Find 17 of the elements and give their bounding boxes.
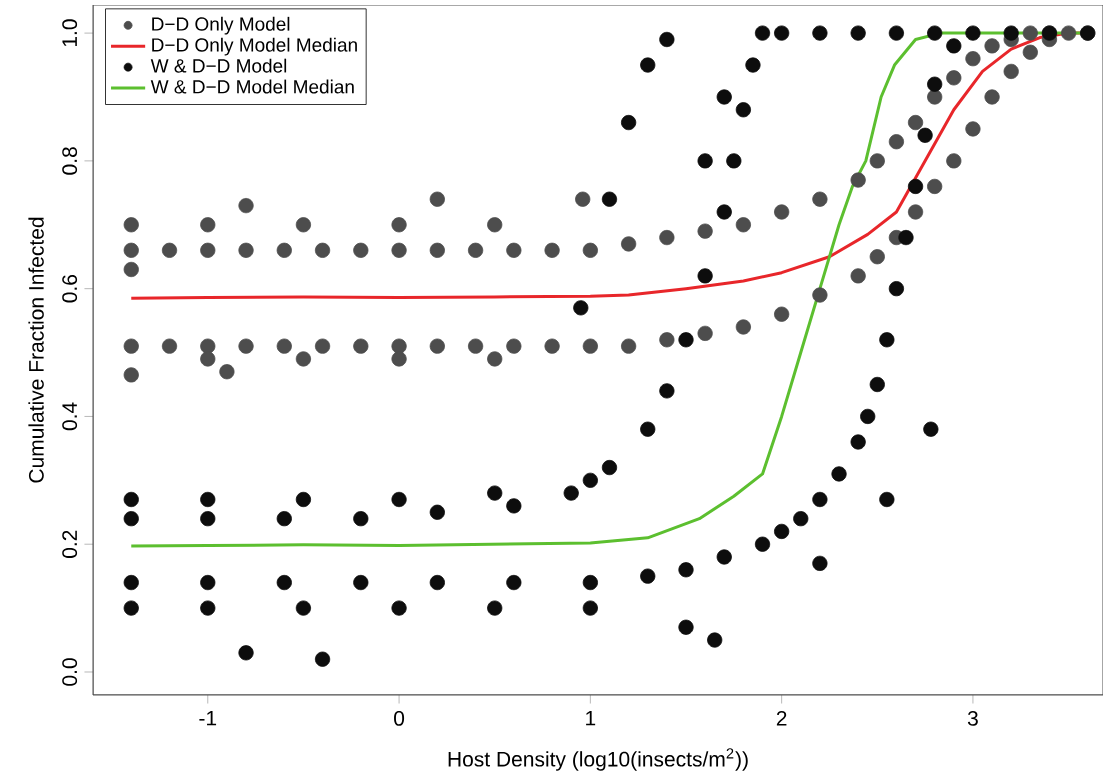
x-axis-title: Host Density (log10(insects/m$^{2}$)) [448,748,748,771]
x-tick-label: 3 [967,710,978,726]
y-tick-label: 0.6 [62,274,78,303]
y-tick-label: 0.8 [62,147,78,175]
y-tick-label: 0.0 [62,658,78,686]
legend-label: W & D−D Model [150,58,287,73]
y-axis-title: Cumulative Fraction Infected [28,217,44,483]
x-tick-label: 1 [586,710,596,726]
x-tick-label: 0 [394,710,405,726]
x-tick-label: -1 [199,710,217,726]
x-tick-label: 2 [776,710,787,726]
y-tick-label: 1.0 [62,19,78,47]
y-tick-label: 0.2 [62,530,78,558]
legend-label: W & D−D Model Median [150,79,354,94]
legend-label: D−D Only Model [152,16,290,35]
legend-label: D−D Only Model Median [152,37,357,56]
y-tick-label: 0.4 [62,402,78,431]
